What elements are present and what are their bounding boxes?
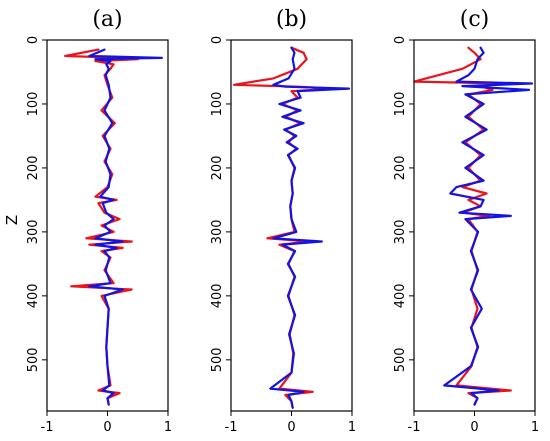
y-tick-label: 400 [210,283,225,308]
x-tick-label: 0 [470,420,478,435]
panel-b: -1 0 1 0 100 200 300 400 500 (b) [210,7,356,435]
panel-title: (a) [92,7,122,32]
series-line-0 [64,48,139,406]
y-tick-label: 100 [26,92,41,117]
panel-title: (b) [276,7,307,32]
x-tick-label: -1 [225,420,238,435]
y-tick-label: 0 [210,36,225,44]
x-tick-label: 0 [103,420,111,435]
traces [414,46,534,406]
y-tick-label: 300 [26,219,41,244]
panel-c: -1 0 1 0 100 200 300 400 500 (c) [393,7,539,435]
y-tick-label: 400 [26,283,41,308]
panel-title: (c) [460,7,490,32]
x-tick-label: 1 [531,420,539,435]
x-tick-label: 1 [348,420,356,435]
y-tick-label: 100 [210,92,225,117]
x-tick-label: 1 [164,420,172,435]
traces [232,46,351,409]
y-tick-label: 100 [393,92,408,117]
y-tick-label: 0 [26,36,41,44]
series-line-1 [88,48,163,406]
panel-a: -1 0 1 0 100 200 300 400 500 (a) Z [3,7,172,435]
y-tick-label: 300 [393,219,408,244]
traces [64,48,163,406]
y-tick-label: 0 [393,36,408,44]
y-tick-label: 400 [393,283,408,308]
series-line-0 [414,46,512,406]
x-tick-label: -1 [41,420,54,435]
series-line-1 [269,46,351,409]
x-tick-label: -1 [408,420,421,435]
y-tick-label: 500 [26,347,41,372]
y-tick-label: 200 [393,156,408,181]
y-tick-label: 300 [210,219,225,244]
y-tick-label: 500 [393,347,408,372]
z-axis-label: Z [3,215,21,225]
x-tick-label: 0 [287,420,295,435]
series-line-1 [443,46,534,406]
plot-frame [230,39,353,412]
y-tick-label: 500 [210,347,225,372]
y-tick-label: 200 [210,156,225,181]
y-tick-label: 200 [26,156,41,181]
